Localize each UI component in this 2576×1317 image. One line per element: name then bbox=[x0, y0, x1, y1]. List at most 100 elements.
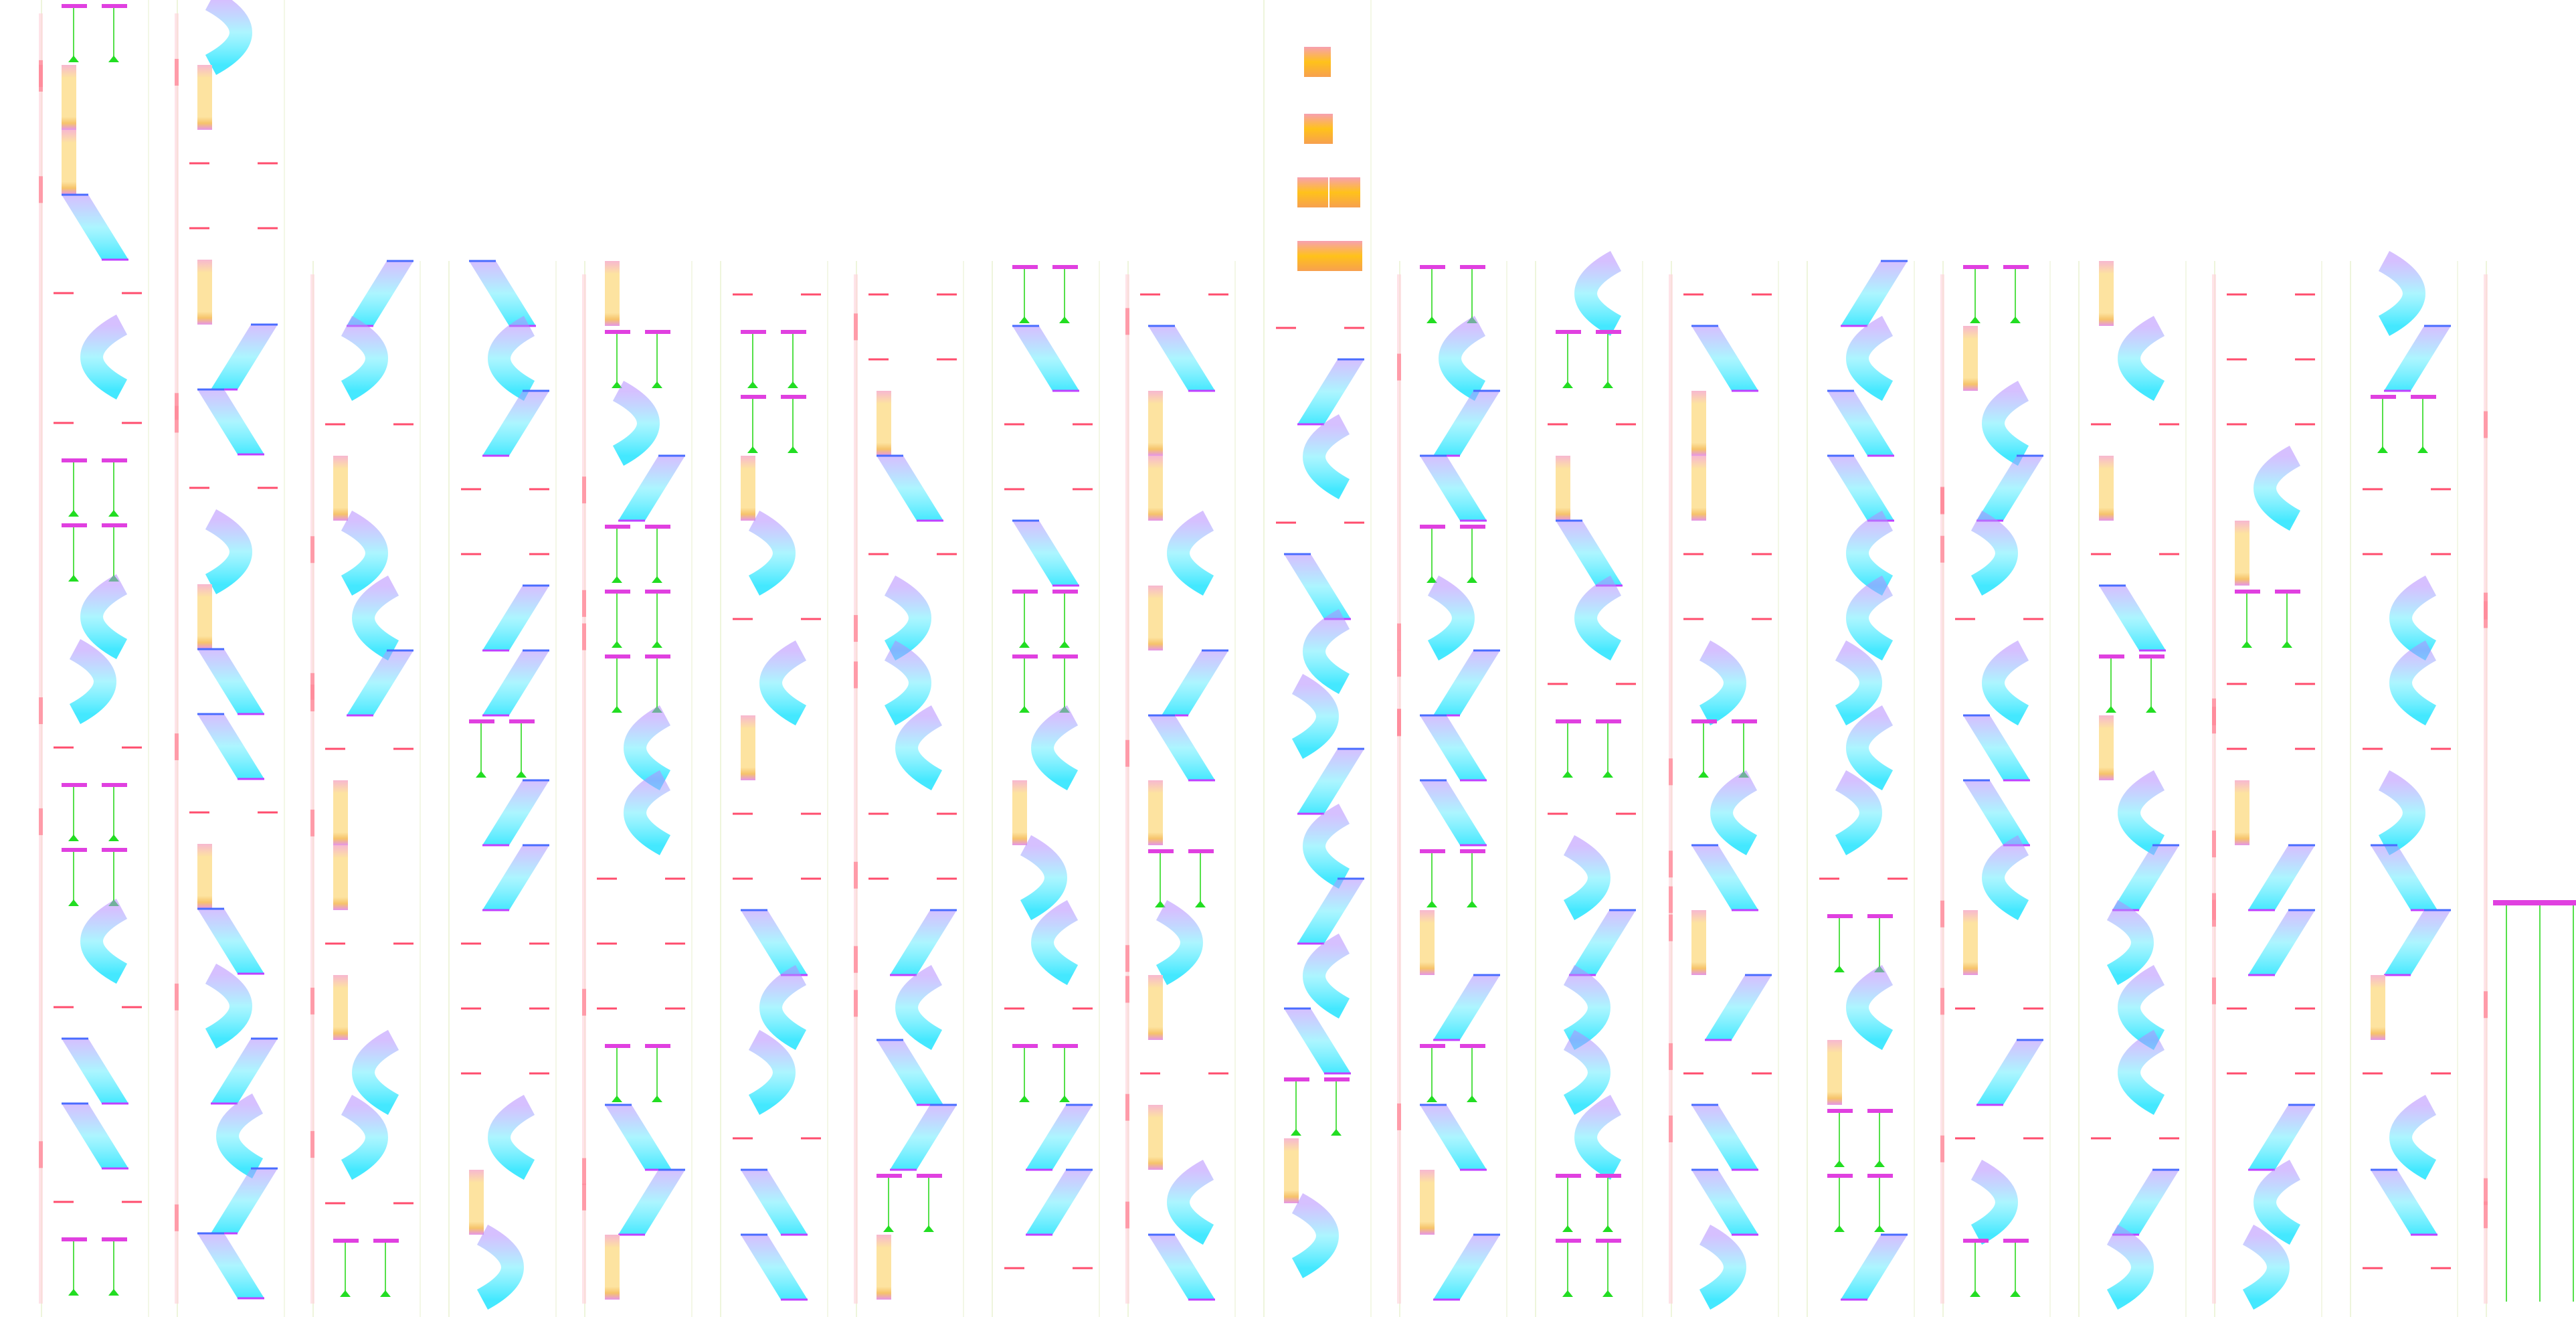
node-label bbox=[1140, 293, 1160, 296]
track-curve bbox=[1710, 770, 1758, 855]
node-label bbox=[665, 1007, 685, 1010]
node-label bbox=[1004, 488, 1024, 491]
track-band bbox=[1026, 1170, 1093, 1235]
node-bar bbox=[2275, 590, 2300, 594]
node-label bbox=[2363, 488, 2383, 491]
bar-block bbox=[605, 1235, 620, 1300]
track-curve bbox=[895, 965, 943, 1050]
track-band bbox=[482, 586, 549, 650]
node-label bbox=[461, 942, 481, 945]
node-label bbox=[1683, 1072, 1704, 1075]
track-band bbox=[2384, 910, 2451, 975]
node-label bbox=[937, 812, 957, 815]
track-curve bbox=[748, 511, 796, 596]
timeline-mark bbox=[39, 808, 43, 835]
edge-arrow bbox=[1467, 901, 1477, 907]
track-band bbox=[1420, 1105, 1487, 1170]
node-label bbox=[733, 618, 753, 620]
timeline-mark bbox=[175, 733, 179, 760]
node-bar bbox=[917, 1174, 942, 1178]
track-band bbox=[197, 389, 264, 454]
track-band bbox=[197, 649, 264, 714]
node-bar bbox=[102, 1237, 127, 1241]
track-curve bbox=[1167, 1160, 1214, 1245]
node-bar bbox=[1052, 590, 1078, 594]
track-band bbox=[62, 1104, 128, 1168]
timeline-strip bbox=[310, 274, 314, 1304]
bar-block bbox=[741, 715, 755, 780]
track-band bbox=[741, 1170, 808, 1235]
track-curve bbox=[352, 576, 399, 661]
block-square bbox=[1304, 114, 1333, 144]
bar-block bbox=[1148, 1105, 1163, 1170]
track-band bbox=[211, 325, 278, 389]
track-band bbox=[2248, 845, 2315, 910]
edge-arrow bbox=[2241, 641, 2252, 648]
timeline-strip bbox=[2212, 274, 2216, 1304]
node-label bbox=[937, 358, 957, 361]
edge-arrow bbox=[68, 835, 79, 841]
track-curve bbox=[80, 899, 128, 984]
node-bar bbox=[62, 1237, 87, 1241]
track-curve bbox=[2106, 1225, 2154, 1310]
edge-arrow bbox=[1155, 901, 1166, 907]
node-bar bbox=[1052, 654, 1078, 658]
timeline-mark bbox=[1669, 851, 1673, 878]
track-curve bbox=[341, 1095, 388, 1180]
timeline-mark bbox=[1397, 623, 1401, 650]
node-bar bbox=[1420, 849, 1445, 853]
node-label bbox=[2295, 683, 2315, 685]
node-bar bbox=[1012, 1044, 1038, 1048]
bar-block bbox=[197, 584, 212, 649]
edge-arrow bbox=[1602, 771, 1613, 778]
block-square bbox=[1329, 177, 1360, 207]
edge-arrow bbox=[1427, 317, 1437, 323]
node-label bbox=[2159, 553, 2179, 555]
node-label bbox=[258, 487, 278, 489]
track-curve bbox=[1563, 965, 1611, 1050]
node-label bbox=[2023, 618, 2043, 620]
bar-block bbox=[741, 456, 755, 521]
track-band bbox=[2248, 910, 2315, 975]
track-curve bbox=[2253, 446, 2301, 531]
bar-block bbox=[333, 456, 348, 521]
node-bar bbox=[1691, 719, 1717, 723]
bar-block bbox=[1148, 391, 1163, 456]
track-curve bbox=[1574, 251, 1622, 336]
node-label bbox=[937, 293, 957, 296]
track-band bbox=[1297, 359, 1364, 424]
node-label bbox=[529, 1007, 549, 1010]
track-curve bbox=[1291, 1193, 1339, 1278]
track-band bbox=[1705, 975, 1772, 1040]
edge-arrow bbox=[2417, 446, 2428, 453]
track-band bbox=[890, 1105, 957, 1170]
track-band bbox=[482, 780, 549, 845]
node-label bbox=[868, 293, 889, 296]
track-band bbox=[482, 391, 549, 456]
node-bar bbox=[1284, 1077, 1309, 1081]
edge-arrow bbox=[1059, 1095, 1070, 1102]
track-curve bbox=[1574, 1095, 1622, 1180]
node-bar bbox=[62, 4, 87, 8]
timeline-strip bbox=[854, 274, 858, 1304]
track-band bbox=[1148, 715, 1215, 780]
node-bar bbox=[1052, 265, 1078, 269]
node-label bbox=[461, 1007, 481, 1010]
track-curve bbox=[1970, 1160, 2018, 1245]
node-label bbox=[258, 227, 278, 230]
node-label bbox=[801, 293, 821, 296]
timeline-mark bbox=[582, 590, 586, 617]
track-band bbox=[1691, 1105, 1758, 1170]
node-label bbox=[733, 1137, 753, 1140]
track-curve bbox=[1303, 804, 1350, 889]
node-label bbox=[2159, 423, 2179, 426]
node-bar bbox=[605, 330, 630, 334]
node-bar bbox=[1596, 330, 1621, 334]
node-bar bbox=[645, 654, 670, 658]
track-curve bbox=[488, 1095, 535, 1180]
track-curve bbox=[1020, 835, 1067, 920]
node-bar bbox=[645, 590, 670, 594]
timeline-strip bbox=[175, 13, 179, 1304]
timeline-mark bbox=[1397, 650, 1401, 677]
track-curve bbox=[2118, 316, 2165, 401]
